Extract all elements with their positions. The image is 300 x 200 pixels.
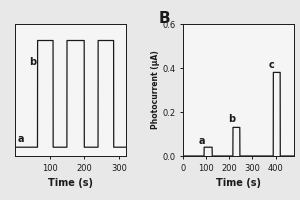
Text: a: a	[18, 134, 24, 144]
X-axis label: Time (s): Time (s)	[48, 178, 93, 188]
Text: c: c	[268, 60, 274, 70]
Text: B: B	[159, 11, 171, 26]
X-axis label: Time (s): Time (s)	[216, 178, 261, 188]
Y-axis label: Photocurrent (μA): Photocurrent (μA)	[151, 51, 160, 129]
Text: a: a	[199, 136, 206, 146]
Text: b: b	[228, 114, 236, 124]
Text: b: b	[29, 57, 36, 67]
